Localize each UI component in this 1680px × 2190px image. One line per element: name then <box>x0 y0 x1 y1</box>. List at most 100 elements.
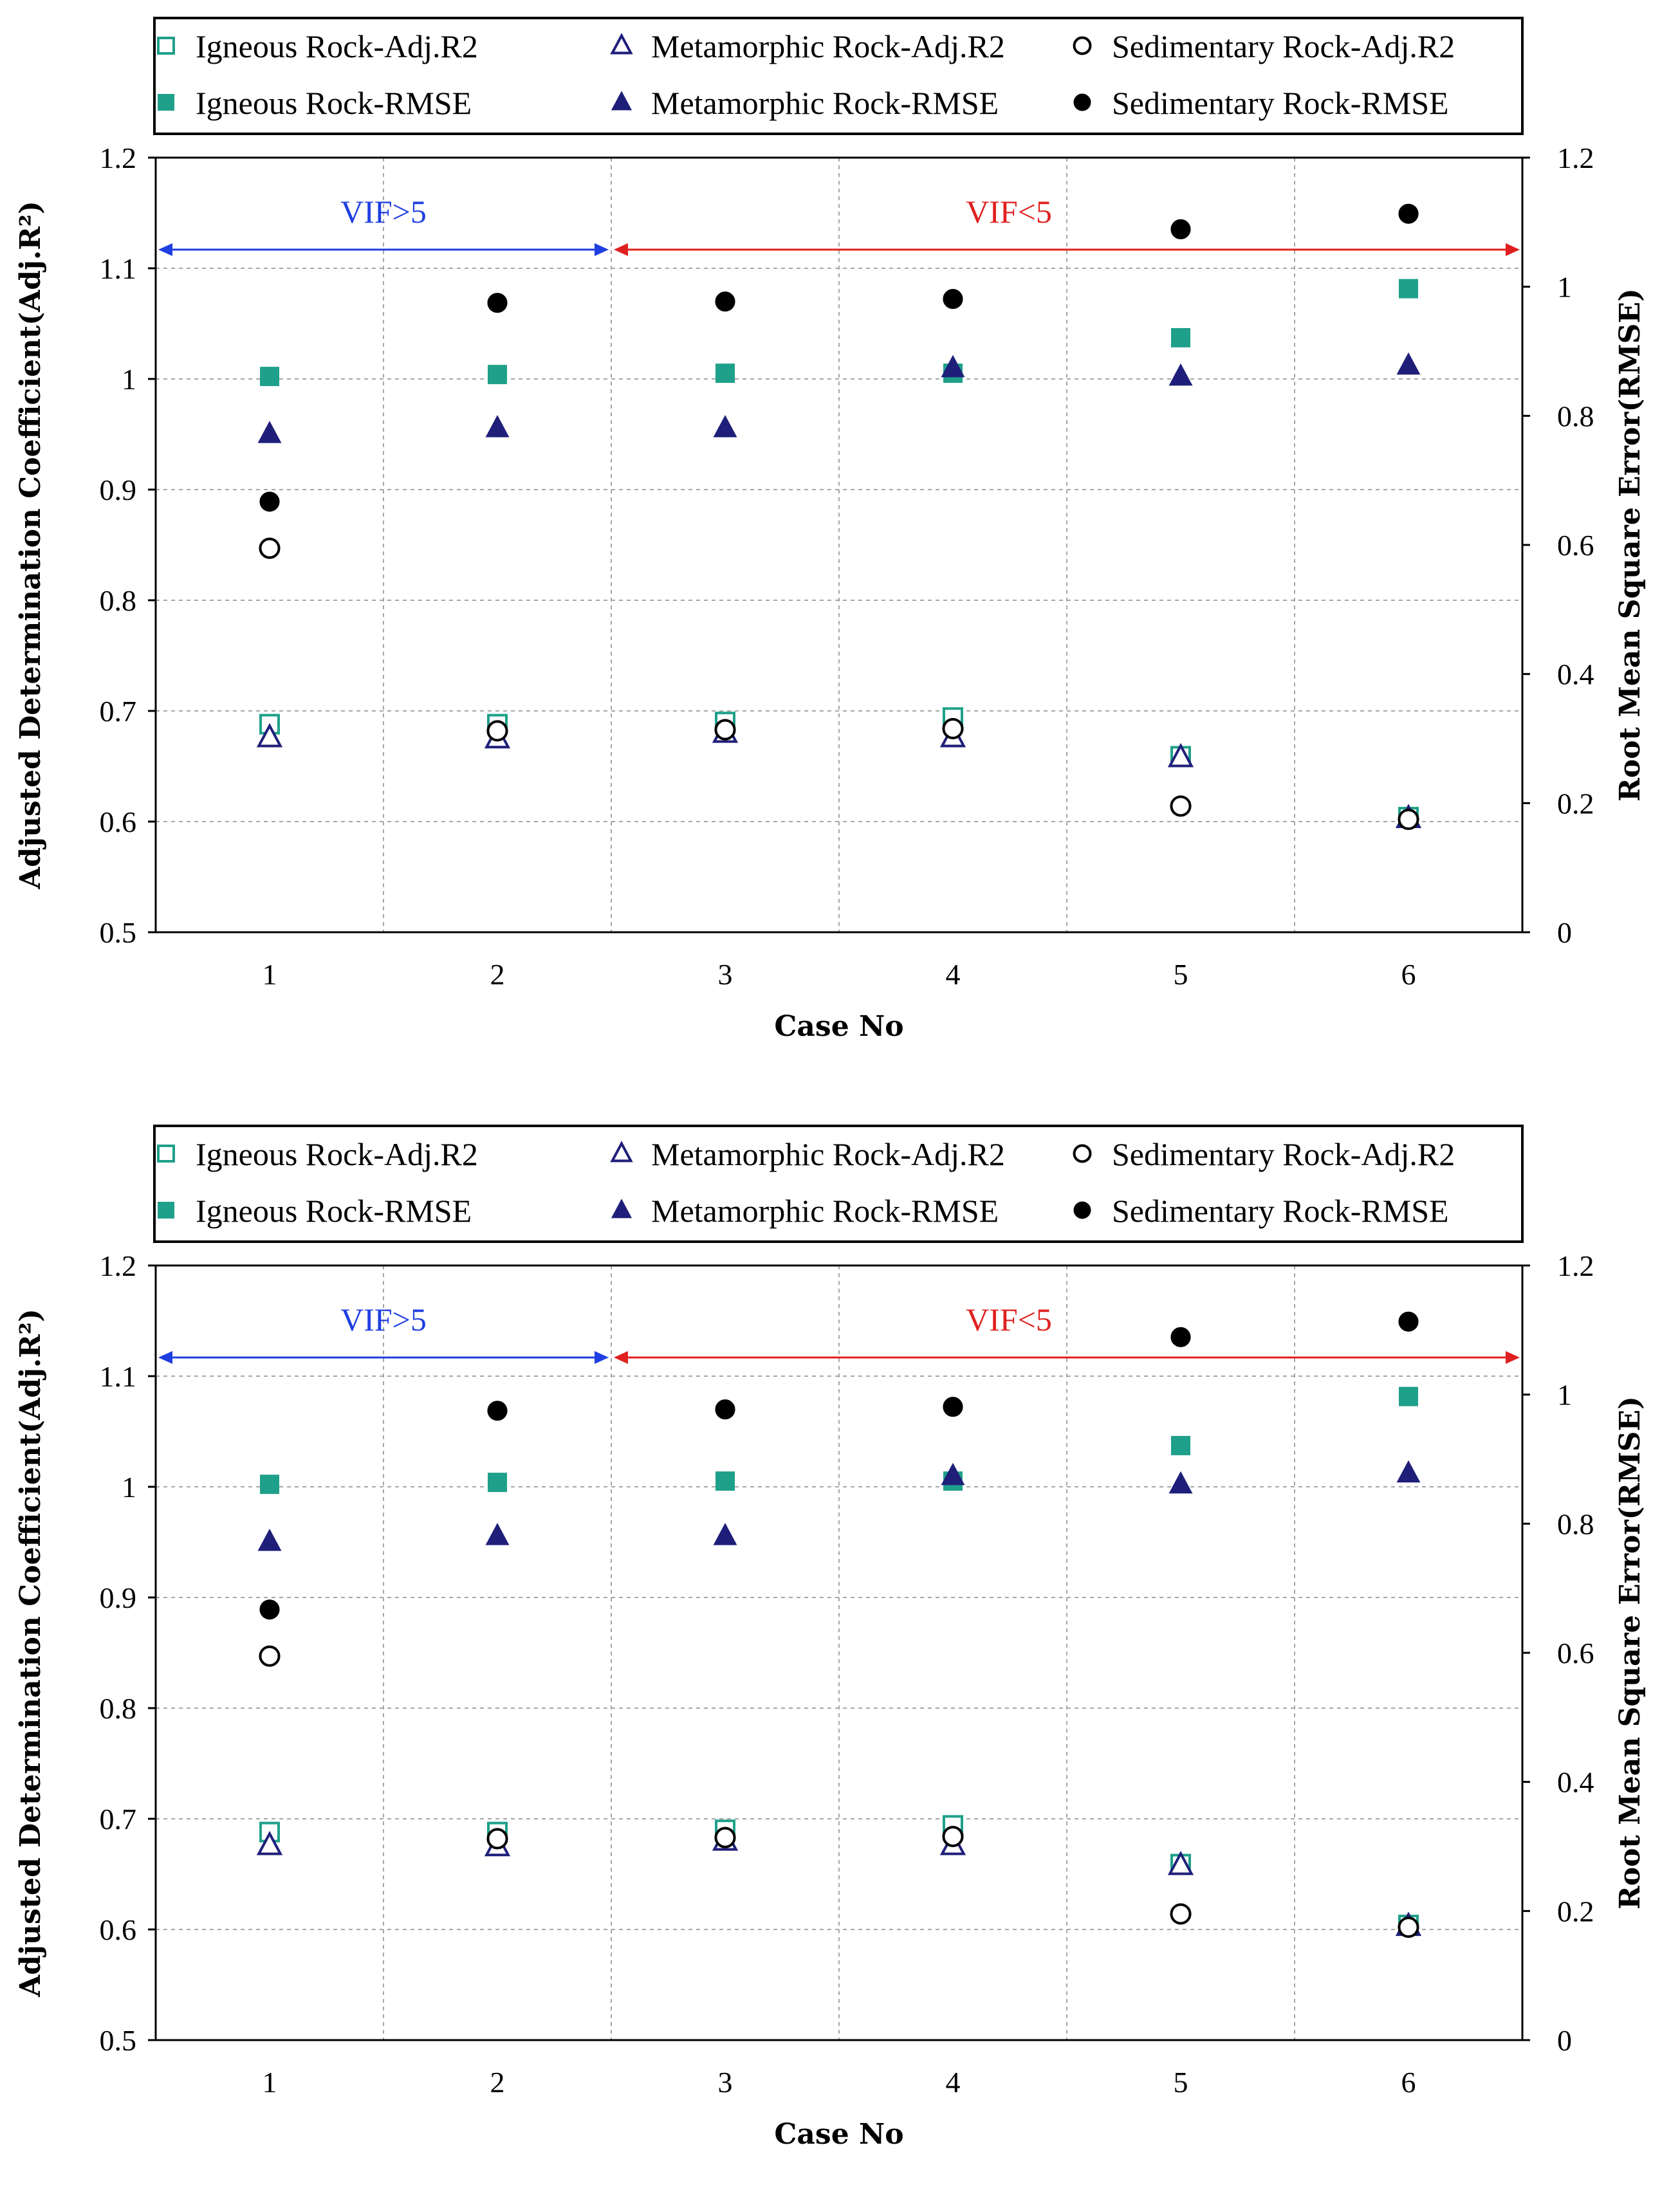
x-axis-title: Case No <box>774 1010 903 1043</box>
y2-tick-label: 1 <box>1557 271 1572 304</box>
legend-label: Metamorphic Rock-RMSE <box>651 85 999 121</box>
x-tick-label: 2 <box>490 958 505 991</box>
legend-item: Sedimentary Rock-RMSE <box>1073 85 1449 121</box>
data-point <box>259 1645 281 1667</box>
x-tick-label: 1 <box>263 2066 277 2099</box>
y-tick-label: 1.2 <box>100 1249 137 1282</box>
legend-item: Igneous Rock-RMSE <box>158 85 472 121</box>
data-point <box>715 1471 735 1491</box>
data-point <box>1396 1460 1421 1483</box>
x-tick-label: 5 <box>1174 958 1188 991</box>
legend-marker <box>1073 1144 1092 1163</box>
x-tick-label: 3 <box>718 2066 733 2099</box>
y2-tick-label: 0 <box>1557 916 1572 949</box>
y2-axis-title: Root Mean Square Error(RMSE) <box>1614 1396 1647 1909</box>
scatter-chart-1: Igneous Rock-Adj.R2 Metamorphic Rock-Adj.… <box>14 17 1647 1043</box>
data-point <box>1168 363 1193 386</box>
region-arrow: VIF<5 <box>614 1302 1520 1364</box>
data-point <box>259 492 280 512</box>
data-point <box>1168 1471 1193 1494</box>
region-label: VIF<5 <box>966 194 1052 230</box>
y2-axis-title: Root Mean Square Error(RMSE) <box>1614 288 1647 802</box>
data-point <box>714 1827 736 1848</box>
data-point <box>1399 279 1418 299</box>
data-point <box>1398 1917 1419 1938</box>
legend-marker <box>611 91 632 111</box>
data-point <box>943 289 963 309</box>
y2-tick-label: 0.2 <box>1557 787 1594 820</box>
legend-label: Metamorphic Rock-Adj.R2 <box>651 28 1005 64</box>
y2-tick-label: 1.2 <box>1557 1249 1594 1282</box>
data-point <box>941 354 965 378</box>
data-point <box>1167 742 1194 768</box>
y2-tick-label: 0.4 <box>1557 1766 1594 1799</box>
data-point <box>713 415 737 437</box>
y2-tick-label: 1 <box>1557 1379 1572 1412</box>
legend-item: Metamorphic Rock-RMSE <box>611 85 999 121</box>
y2-tick-label: 0.8 <box>1557 1507 1594 1540</box>
data-point <box>260 367 279 387</box>
legend-item: Metamorphic Rock-Adj.R2 <box>610 1136 1005 1172</box>
legend: Igneous Rock-Adj.R2 Metamorphic Rock-Adj.… <box>153 17 1524 135</box>
legend-marker <box>158 1202 174 1219</box>
data-points <box>256 1311 1422 1938</box>
data-point <box>256 722 283 748</box>
legend-item: Igneous Rock-Adj.R2 <box>157 1136 478 1172</box>
legend-item: Metamorphic Rock-RMSE <box>611 1193 999 1229</box>
data-point <box>259 1599 280 1620</box>
data-point <box>1171 327 1190 347</box>
data-point <box>257 421 282 443</box>
y2-tick-label: 0 <box>1557 2024 1572 2057</box>
y-tick-label: 0.7 <box>100 695 137 728</box>
region-arrow: VIF<5 <box>614 194 1520 256</box>
y-tick-label: 1 <box>122 1471 136 1504</box>
data-point <box>1398 1311 1419 1332</box>
legend-marker <box>1073 93 1091 111</box>
gridlines <box>156 158 1522 932</box>
region-label: VIF>5 <box>340 194 427 230</box>
y-tick-label: 0.6 <box>100 805 137 838</box>
y-tick-label: 0.7 <box>100 1803 137 1836</box>
data-point <box>1398 203 1419 224</box>
legend-label: Metamorphic Rock-RMSE <box>651 1193 999 1229</box>
y-tick-label: 0.5 <box>100 2024 137 2057</box>
x-tick-label: 4 <box>946 958 961 991</box>
y-tick-label: 1.1 <box>100 1360 137 1393</box>
data-point <box>1167 1850 1194 1875</box>
data-point <box>1170 219 1191 239</box>
legend-marker <box>610 33 633 55</box>
y2-tick-label: 0.4 <box>1557 658 1594 691</box>
y-axis-right: 0 0.2 0.4 0.6 0.8 1 1.2 <box>1522 142 1594 949</box>
data-point <box>1170 1903 1192 1925</box>
legend-item: Igneous Rock-RMSE <box>158 1193 472 1229</box>
data-point <box>1170 795 1192 817</box>
y2-tick-label: 0.8 <box>1557 400 1594 432</box>
x-tick-label: 3 <box>718 958 733 991</box>
y-axis-right: 0 0.2 0.4 0.6 0.8 1 1.2 <box>1522 1249 1594 2057</box>
region-label: VIF>5 <box>340 1302 427 1338</box>
x-axis-title: Case No <box>774 2118 903 2151</box>
x-tick-label: 1 <box>263 958 277 991</box>
data-point <box>1398 809 1419 831</box>
y-tick-label: 0.8 <box>100 584 137 617</box>
legend-marker <box>610 1141 633 1163</box>
chart-panel-2: Igneous Rock-Adj.R2 Metamorphic Rock-Adj.… <box>0 1108 1680 2190</box>
vif-regions: VIF>5 VIF<5 <box>158 194 1520 256</box>
data-point <box>256 1830 283 1855</box>
legend-marker <box>157 37 175 55</box>
x-axis: 1 2 3 4 5 6 <box>263 958 1416 991</box>
legend-item: Sedimentary Rock-Adj.R2 <box>1073 28 1455 64</box>
legend-item: Igneous Rock-Adj.R2 <box>157 28 478 64</box>
legend-label: Sedimentary Rock-Adj.R2 <box>1112 1136 1455 1172</box>
data-point <box>1170 1327 1191 1347</box>
data-point <box>713 1523 737 1545</box>
legend-marker <box>158 94 174 111</box>
data-point <box>485 415 510 437</box>
legend-item: Sedimentary Rock-RMSE <box>1073 1193 1449 1229</box>
data-point <box>715 363 735 383</box>
y-tick-label: 0.5 <box>100 916 137 949</box>
data-point <box>260 1475 279 1495</box>
region-label: VIF<5 <box>966 1302 1052 1338</box>
data-point <box>942 1825 964 1848</box>
data-point <box>1396 352 1421 375</box>
